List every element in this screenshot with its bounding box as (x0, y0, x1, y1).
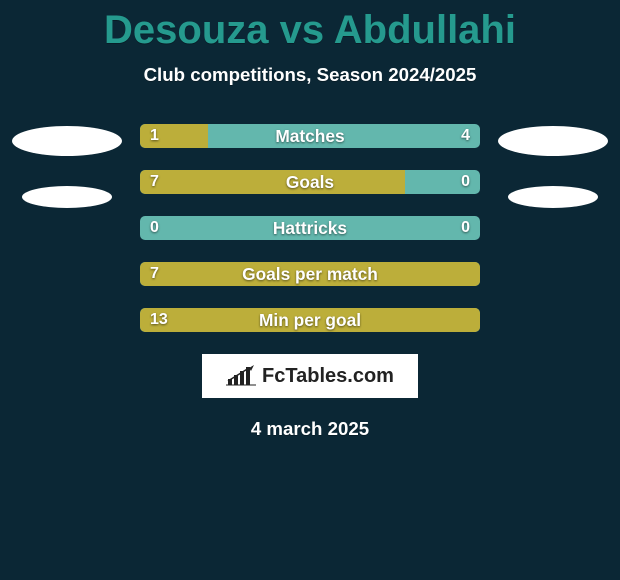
stat-bar-text: 1Matches4 (140, 124, 480, 148)
stat-bar-label: Min per goal (140, 310, 480, 331)
bar-chart-icon (226, 365, 256, 387)
stat-bar-text: 13Min per goal (140, 308, 480, 332)
date-line: 4 march 2025 (0, 418, 620, 440)
title-player2: Abdullahi (334, 8, 516, 52)
right-club-logo-large (498, 126, 608, 156)
stat-bar-label: Goals (140, 172, 480, 193)
stat-bar-text: 0Hattricks0 (140, 216, 480, 240)
comparison-infographic: Desouza vs Abdullahi Club competitions, … (0, 0, 620, 580)
stat-bar: 7Goals per match (140, 262, 480, 286)
stat-bar-left-value: 7 (150, 173, 159, 191)
stat-bars: 1Matches47Goals00Hattricks07Goals per ma… (140, 124, 480, 332)
left-side-col (12, 124, 122, 208)
page-title: Desouza vs Abdullahi (0, 0, 620, 52)
stat-bar-left-value: 1 (150, 127, 159, 145)
brand-text: FcTables.com (262, 365, 394, 388)
main-row: 1Matches47Goals00Hattricks07Goals per ma… (0, 124, 620, 332)
stat-bar-text: 7Goals per match (140, 262, 480, 286)
stat-bar: 13Min per goal (140, 308, 480, 332)
stat-bar-text: 7Goals0 (140, 170, 480, 194)
stat-bar-label: Hattricks (140, 218, 480, 239)
stat-bar: 7Goals0 (140, 170, 480, 194)
left-club-logo-small (22, 186, 112, 208)
stat-bar-left-value: 7 (150, 265, 159, 283)
stat-bar-right-value: 0 (461, 173, 470, 191)
stat-bar-left-value: 0 (150, 219, 159, 237)
title-vs: vs (280, 8, 325, 52)
stat-bar: 1Matches4 (140, 124, 480, 148)
stat-bar-label: Matches (140, 126, 480, 147)
title-player1: Desouza (104, 8, 269, 52)
brand-box: FcTables.com (202, 354, 418, 398)
subtitle: Club competitions, Season 2024/2025 (0, 64, 620, 86)
stat-bar-right-value: 0 (461, 219, 470, 237)
stat-bar-right-value: 4 (461, 127, 470, 145)
stat-bar: 0Hattricks0 (140, 216, 480, 240)
stat-bar-label: Goals per match (140, 264, 480, 285)
stat-bar-left-value: 13 (150, 311, 168, 329)
right-club-logo-small (508, 186, 598, 208)
right-side-col (498, 124, 608, 208)
left-club-logo-large (12, 126, 122, 156)
